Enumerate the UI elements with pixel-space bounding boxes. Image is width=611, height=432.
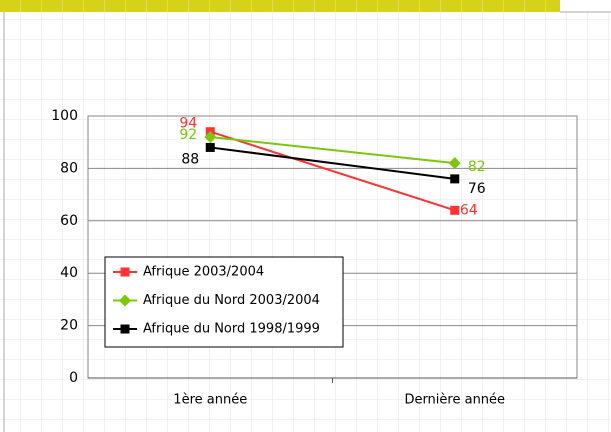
y-tick-label: 0 xyxy=(69,370,78,386)
legend-marker xyxy=(120,324,130,334)
point xyxy=(450,205,460,215)
sheet-grid xyxy=(0,12,611,432)
legend-marker xyxy=(120,267,130,277)
legend-label: Afrique 2003/2004 xyxy=(143,265,264,280)
data-label: 94 xyxy=(179,116,197,132)
point xyxy=(204,130,217,143)
legend-label: Afrique du Nord 1998/1999 xyxy=(143,322,320,337)
y-tick-label: 100 xyxy=(51,108,78,124)
legend-label: Afrique du Nord 2003/2004 xyxy=(143,293,320,308)
x-tick-label: 1ère année xyxy=(173,393,247,408)
series-line xyxy=(209,130,456,212)
data-label: 76 xyxy=(468,181,486,197)
data-label: 92 xyxy=(179,127,197,143)
legend-box xyxy=(104,256,344,348)
series-line xyxy=(210,135,455,165)
data-label: 88 xyxy=(181,151,199,167)
y-tick-label: 20 xyxy=(60,318,78,334)
y-tick-label: 80 xyxy=(60,160,78,176)
point xyxy=(448,157,461,170)
y-tick-label: 60 xyxy=(60,213,78,229)
point xyxy=(450,174,460,184)
series-line xyxy=(210,146,455,180)
header-bar xyxy=(0,0,560,12)
data-label: 64 xyxy=(460,202,478,218)
y-tick-label: 40 xyxy=(60,265,78,281)
x-tick-label: Dernière année xyxy=(404,393,505,408)
legend-marker xyxy=(119,294,131,307)
point xyxy=(205,142,215,152)
data-label: 82 xyxy=(468,159,486,175)
